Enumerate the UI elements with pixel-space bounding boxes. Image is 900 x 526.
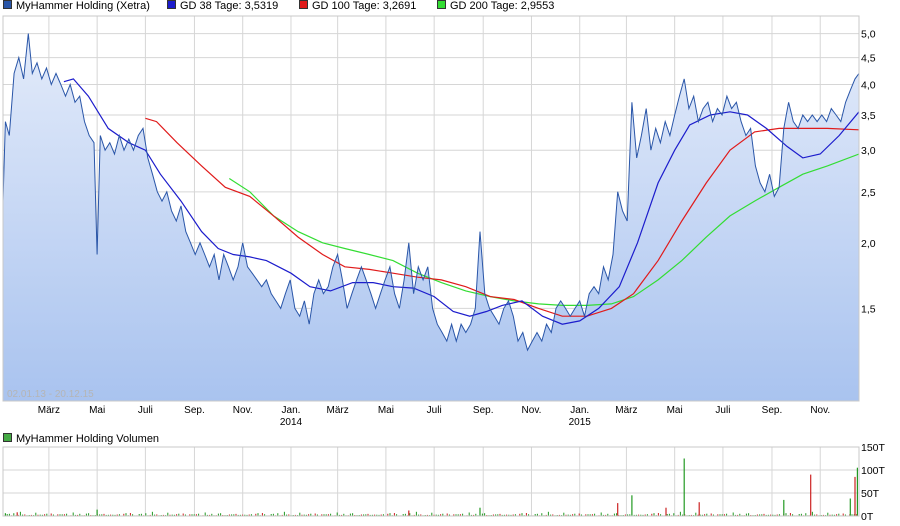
x-tick-label: Juli: [715, 405, 730, 416]
y-axis: 5,0 4,5 4,0 3,5 3,0 2,5 2,0 1,5: [861, 29, 876, 316]
legend-swatch-gd200: [437, 0, 446, 9]
legend-swatch-gd100: [299, 0, 308, 9]
x-tick-label: Nov.: [233, 405, 253, 416]
x-tick-label: Mai: [378, 405, 394, 416]
volume-bars: [4, 458, 859, 516]
x-tick-label: März: [327, 405, 349, 416]
x-tick-label: Mai: [667, 405, 683, 416]
gd38-line: [63, 78, 859, 325]
x-tick-label: Juli: [427, 405, 442, 416]
x-tick-label: Jan.: [570, 405, 589, 416]
legend-volume: MyHammer Holding Volumen: [3, 433, 159, 445]
y-tick-label: 2,5: [861, 187, 876, 199]
x-tick-label: Jan.: [282, 405, 301, 416]
x-tick-label: Mai: [89, 405, 105, 416]
y-tick-label: 4,5: [861, 53, 876, 65]
x-tick-label: Sep.: [473, 405, 494, 416]
gd100-line: [145, 117, 859, 317]
legend-label-price: MyHammer Holding (Xetra): [16, 0, 150, 12]
y-tick-label: 4,0: [861, 80, 876, 92]
x-tick-label: Juli: [138, 405, 153, 416]
volume-y-axis: 150T 100T 50T 0T: [861, 442, 886, 523]
x-tick-label: März: [615, 405, 637, 416]
y-tick-label: 3,5: [861, 110, 876, 122]
volume-y-tick-label: 50T: [861, 488, 880, 500]
legend-gd38: GD 38 Tage: 3,5319: [167, 0, 278, 12]
y-tick-label: 1,5: [861, 303, 876, 315]
x-tick-label: Nov.: [810, 405, 830, 416]
price-line: [3, 33, 859, 352]
y-tick-label: 3,0: [861, 145, 876, 157]
legend-gd100: GD 100 Tage: 3,2691: [299, 0, 416, 12]
x-tick-label: Nov.: [522, 405, 542, 416]
price-area: [3, 33, 859, 401]
volume-y-tick-label: 0T: [861, 511, 874, 523]
legend-main: MyHammer Holding (Xetra): [3, 0, 150, 12]
x-tick-year: 2014: [280, 417, 303, 428]
legend-label-gd200: GD 200 Tage: 2,9553: [450, 0, 555, 12]
legend-swatch-price: [3, 0, 12, 9]
volume-y-tick-label: 100T: [861, 465, 886, 477]
x-tick-label: März: [38, 405, 60, 416]
y-tick-label: 5,0: [861, 29, 876, 41]
price-panel-frame: [2, 15, 860, 402]
legend-label-volume: MyHammer Holding Volumen: [16, 433, 160, 445]
legend-label-gd38: GD 38 Tage: 3,5319: [180, 0, 279, 12]
volume-panel-frame: [2, 446, 860, 517]
legend-swatch-volume: [3, 433, 12, 442]
date-range-label: 02.01.13 - 20.12.15: [7, 389, 94, 400]
x-tick-label: Sep.: [762, 405, 783, 416]
legend-swatch-gd38: [167, 0, 176, 9]
x-tick-year: 2015: [569, 417, 592, 428]
x-tick-label: Sep.: [184, 405, 205, 416]
volume-grid: [3, 446, 859, 516]
y-tick-label: 2,0: [861, 238, 876, 250]
legend-label-gd100: GD 100 Tage: 3,2691: [312, 0, 417, 12]
legend-gd200: GD 200 Tage: 2,9553: [437, 0, 554, 12]
gd200-line: [228, 153, 859, 306]
volume-y-tick-label: 150T: [861, 442, 886, 454]
